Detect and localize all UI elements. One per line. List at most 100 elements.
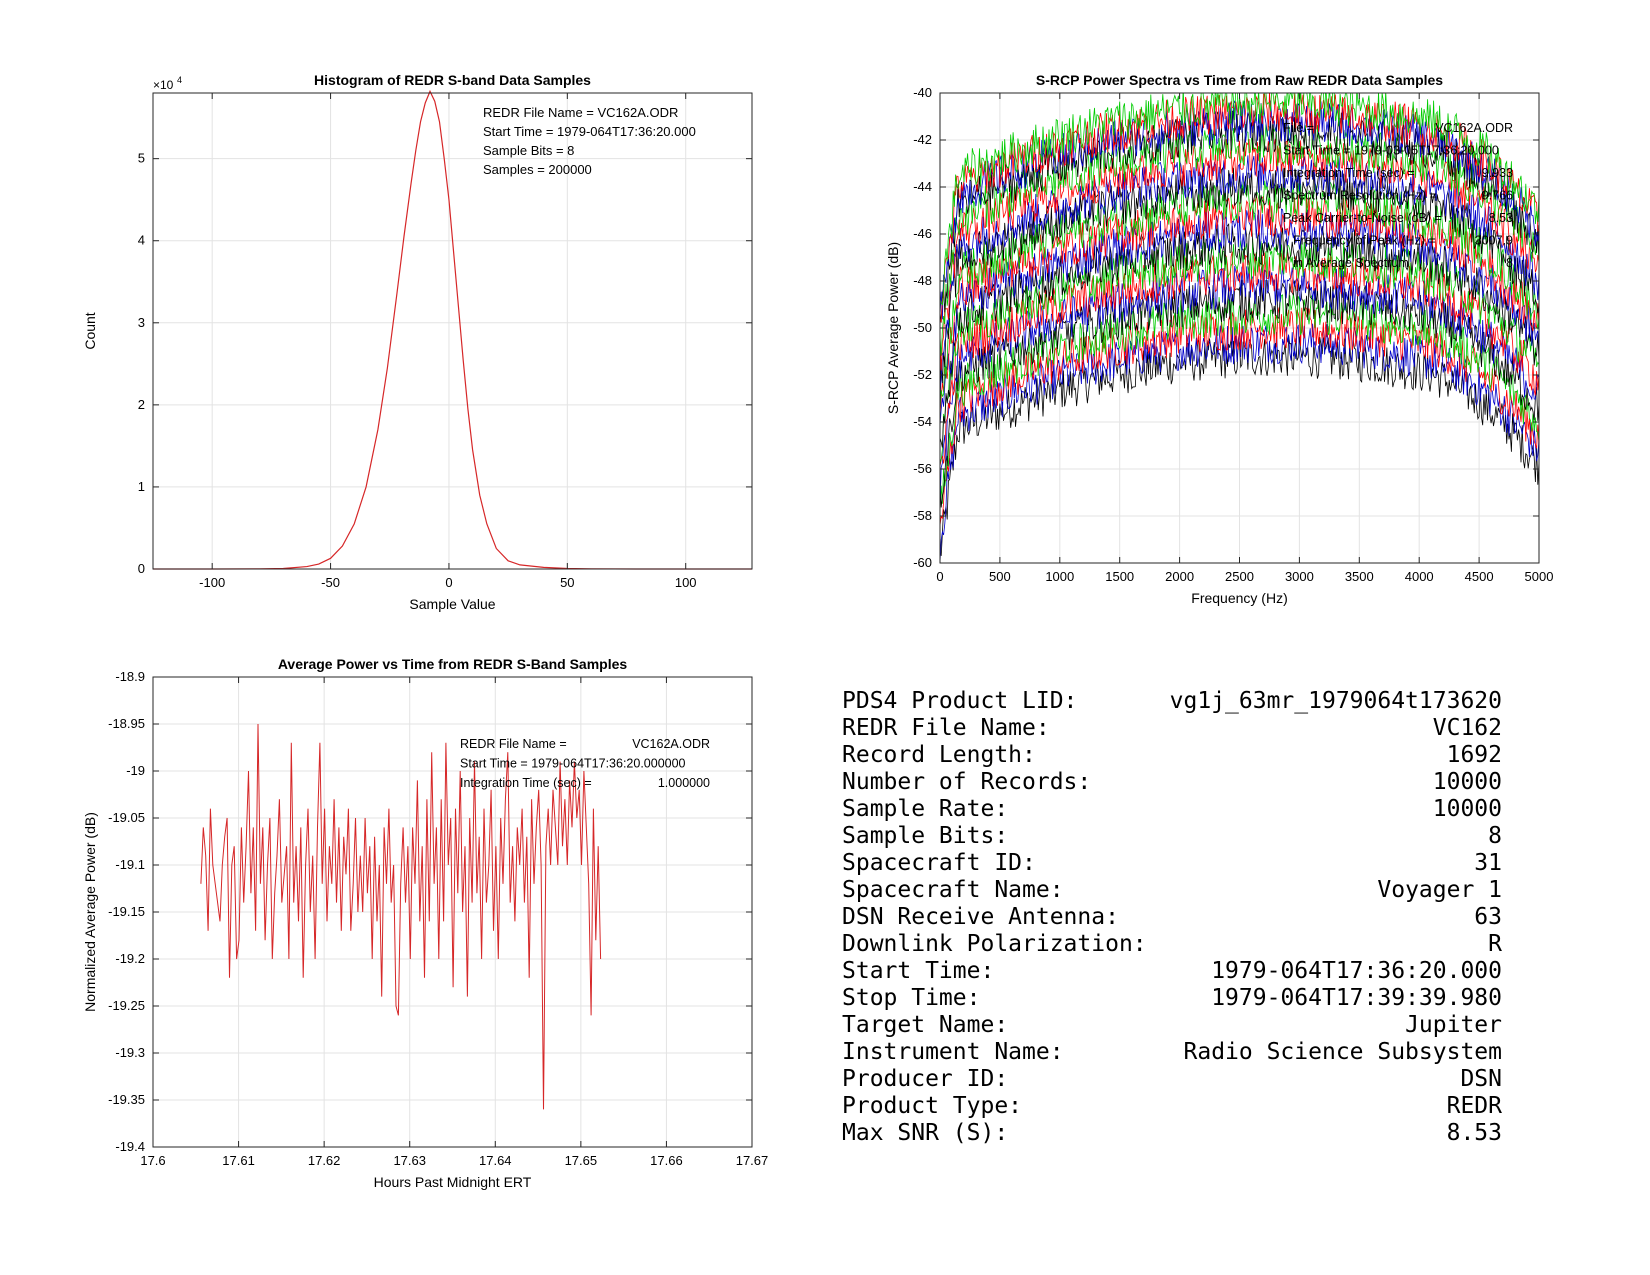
info-row: Instrument Name: Radio Science Subsystem: [842, 1039, 1502, 1066]
x-tick-label: 17.6: [140, 1153, 165, 1168]
info-value: 63: [1474, 904, 1502, 930]
y-tick-label: 2: [138, 397, 145, 412]
spectrum-line: [940, 100, 1539, 320]
axes-frame: [152, 92, 753, 570]
y-tick-label: -52: [913, 367, 932, 382]
info-label: Producer ID:: [842, 1066, 1009, 1092]
chart-histogram: -100 -50 0 50 100 0 1 2 3 4 5 Histogram of REDR S-b…: [82, 72, 753, 612]
info-label: Downlink Polarization:: [842, 931, 1147, 957]
x-tick-label: -100: [199, 575, 225, 590]
x-tick-label: 0: [445, 575, 452, 590]
info-row: Number of Records: 10000: [842, 769, 1502, 796]
annotation-label: in Average Spectrum: [1293, 256, 1409, 270]
x-tick-label: 2500: [1225, 569, 1254, 584]
y-tick-label: -19.25: [108, 998, 145, 1013]
y-tick-label: 5: [138, 151, 145, 166]
info-value: 10000: [1432, 796, 1502, 822]
power-line: [200, 723, 602, 1110]
info-row: Spacecraft ID: 31: [842, 850, 1502, 877]
x-tick-label: 4000: [1405, 569, 1434, 584]
y-tick-label: 4: [138, 233, 145, 248]
info-row: DSN Receive Antenna: 63: [842, 904, 1502, 931]
y-tick-label: -19.3: [115, 1045, 145, 1060]
x-tick-label: 17.61: [222, 1153, 255, 1168]
chart-title: Average Power vs Time from REDR S-Band S…: [278, 656, 628, 672]
x-tick-label: 17.64: [479, 1153, 512, 1168]
spectrum-line: [940, 180, 1539, 410]
spectrum-line: [940, 222, 1539, 448]
x-tick-label: 3500: [1345, 569, 1374, 584]
spectrum-line: [940, 208, 1539, 426]
product-info-table: PDS4 Product LID: vg1j_63mr_1979064t17362…: [842, 688, 1502, 1147]
info-value: vg1j_63mr_1979064t173620: [1169, 688, 1502, 714]
info-label: Sample Bits:: [842, 823, 1009, 849]
annotation-label: Start Time = 1979-064T17:36:20.000000: [460, 757, 686, 771]
info-label: DSN Receive Antenna:: [842, 904, 1119, 930]
info-label: PDS4 Product LID:: [842, 688, 1078, 714]
y-axis-label: S-RCP Average Power (dB): [885, 242, 901, 414]
info-row: Start Time: 1979-064T17:36:20.000: [842, 958, 1502, 985]
annotation-label: Integration Time (sec) =: [460, 776, 592, 790]
y-tick-label: -42: [913, 132, 932, 147]
info-row: Record Length: 1692: [842, 742, 1502, 769]
y-tick-label: -18.9: [115, 669, 145, 684]
y-tick-label: -18.95: [108, 716, 145, 731]
info-value: VC162: [1432, 715, 1502, 741]
info-value: Radio Science Subsystem: [1183, 1039, 1503, 1065]
annotation-label: Frequency of Peak (Hz) =: [1293, 234, 1436, 248]
info-row: PDS4 Product LID: vg1j_63mr_1979064t17362…: [842, 688, 1502, 715]
info-label: REDR File Name:: [842, 715, 1050, 741]
x-axis-label: Hours Past Midnight ERT: [374, 1174, 532, 1190]
info-label: Record Length:: [842, 742, 1036, 768]
info-value: R: [1488, 931, 1502, 957]
info-label: Spacecraft Name:: [842, 877, 1064, 903]
chart-average-power: 17.6 17.61 17.62 17.63 17.64 17.65 17.66 17.67 -…: [82, 656, 768, 1190]
info-value: 31: [1474, 850, 1502, 876]
annotation-value: 1.000000: [658, 776, 710, 790]
x-tick-label: 17.66: [650, 1153, 683, 1168]
y-axis-label: Normalized Average Power (dB): [82, 812, 98, 1012]
annotation-value: 9.766: [1482, 189, 1513, 203]
y-axis-label: Count: [82, 312, 98, 349]
info-row: Sample Rate: 10000: [842, 796, 1502, 823]
spectrum-line: [940, 264, 1539, 503]
x-tick-label: 50: [560, 575, 574, 590]
info-label: Spacecraft ID:: [842, 850, 1036, 876]
annotation-label: Peak Carrier-to-Noise (dB) =: [1283, 211, 1442, 225]
x-tick-label: 2000: [1165, 569, 1194, 584]
x-axis-label: Sample Value: [409, 596, 495, 612]
annotation-line: REDR File Name = VC162A.ODR: [483, 105, 678, 120]
info-label: Sample Rate:: [842, 796, 1009, 822]
y-tick-label: -19.2: [115, 951, 145, 966]
y-tick-label: -56: [913, 461, 932, 476]
info-row: Stop Time: 1979-064T17:39:39.980: [842, 985, 1502, 1012]
spectrum-line: [940, 123, 1539, 356]
info-value: 1692: [1446, 742, 1502, 768]
x-tick-label: 4500: [1465, 569, 1494, 584]
y-tick-label: -54: [913, 414, 932, 429]
spectra-group: [940, 93, 1539, 563]
x-tick-label: 17.65: [565, 1153, 598, 1168]
x-tick-label: -50: [321, 575, 340, 590]
info-value: 8.53: [1446, 1120, 1502, 1146]
annotation-value: 9.933: [1482, 166, 1513, 180]
x-tick-label: 500: [989, 569, 1011, 584]
x-tick-label: 100: [675, 575, 697, 590]
info-label: Number of Records:: [842, 769, 1092, 795]
y-exponent-power: 4: [177, 75, 182, 85]
info-label: Product Type:: [842, 1093, 1023, 1119]
histogram-curve: [153, 89, 752, 570]
info-row: REDR File Name: VC162: [842, 715, 1502, 742]
info-label: Target Name:: [842, 1012, 1009, 1038]
info-value: 1979-064T17:39:39.980: [1211, 985, 1502, 1011]
info-label: Instrument Name:: [842, 1039, 1064, 1065]
annotation-value: 8.53: [1489, 211, 1513, 225]
annotation-line: Samples = 200000: [483, 162, 592, 177]
y-tick-label: 3: [138, 315, 145, 330]
y-tick-label: -60: [913, 555, 932, 570]
info-label: Start Time:: [842, 958, 995, 984]
spectrum-line: [940, 293, 1539, 512]
spectrum-line: [940, 152, 1539, 391]
y-tick-label: -50: [913, 320, 932, 335]
